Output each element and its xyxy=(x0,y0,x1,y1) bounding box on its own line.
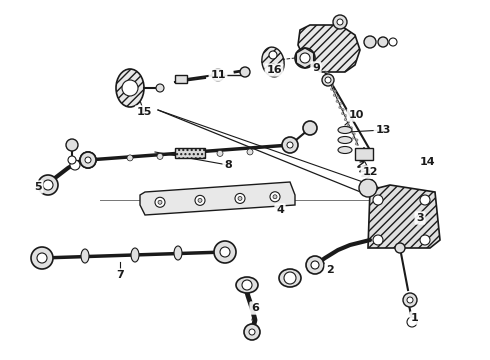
Circle shape xyxy=(220,247,230,257)
Circle shape xyxy=(238,197,242,201)
Bar xyxy=(175,148,205,158)
Circle shape xyxy=(235,193,245,203)
Circle shape xyxy=(217,150,223,156)
Circle shape xyxy=(198,198,202,202)
Circle shape xyxy=(157,153,163,159)
Ellipse shape xyxy=(262,47,284,77)
Circle shape xyxy=(38,175,58,195)
Text: 10: 10 xyxy=(348,110,364,120)
Text: 15: 15 xyxy=(136,107,152,117)
Circle shape xyxy=(155,197,165,207)
Circle shape xyxy=(127,155,133,161)
Circle shape xyxy=(249,329,255,335)
Circle shape xyxy=(31,247,53,269)
Text: 4: 4 xyxy=(276,205,284,215)
Polygon shape xyxy=(140,182,295,215)
Circle shape xyxy=(373,195,383,205)
Circle shape xyxy=(378,37,388,47)
Circle shape xyxy=(311,261,319,269)
Circle shape xyxy=(37,253,47,263)
Ellipse shape xyxy=(116,69,144,107)
Text: 9: 9 xyxy=(312,63,320,73)
Circle shape xyxy=(364,36,376,48)
Circle shape xyxy=(80,152,96,168)
Text: 6: 6 xyxy=(251,303,259,313)
Circle shape xyxy=(359,179,377,197)
Circle shape xyxy=(337,19,343,25)
Circle shape xyxy=(403,293,417,307)
Text: 14: 14 xyxy=(419,157,435,167)
Circle shape xyxy=(300,53,310,63)
Text: 2: 2 xyxy=(326,265,334,275)
Circle shape xyxy=(43,180,53,190)
Circle shape xyxy=(80,152,96,168)
Ellipse shape xyxy=(131,248,139,262)
Ellipse shape xyxy=(338,147,352,153)
Circle shape xyxy=(306,256,324,274)
Ellipse shape xyxy=(236,277,258,293)
Circle shape xyxy=(420,235,430,245)
Bar xyxy=(355,148,373,160)
Circle shape xyxy=(214,241,236,263)
Circle shape xyxy=(295,48,315,68)
Text: 13: 13 xyxy=(375,125,391,135)
Text: 12: 12 xyxy=(362,167,378,177)
Text: 11: 11 xyxy=(210,70,226,80)
Circle shape xyxy=(284,272,296,284)
Circle shape xyxy=(373,235,383,245)
Circle shape xyxy=(158,200,162,204)
Circle shape xyxy=(269,64,277,72)
Bar xyxy=(175,148,205,158)
Circle shape xyxy=(122,80,138,96)
Text: 3: 3 xyxy=(416,213,424,223)
Circle shape xyxy=(270,192,280,202)
Circle shape xyxy=(420,195,430,205)
Polygon shape xyxy=(298,25,360,72)
Circle shape xyxy=(333,15,347,29)
Circle shape xyxy=(70,160,80,170)
Circle shape xyxy=(244,324,260,340)
Text: 8: 8 xyxy=(224,160,232,170)
Ellipse shape xyxy=(279,269,301,287)
Circle shape xyxy=(407,297,413,303)
Circle shape xyxy=(240,67,250,77)
Text: 7: 7 xyxy=(116,270,124,280)
Circle shape xyxy=(395,243,405,253)
Ellipse shape xyxy=(174,246,182,260)
Circle shape xyxy=(242,280,252,290)
Circle shape xyxy=(282,137,298,153)
Circle shape xyxy=(287,142,293,148)
Text: 5: 5 xyxy=(34,182,42,192)
Circle shape xyxy=(68,156,76,164)
Circle shape xyxy=(85,157,91,163)
Circle shape xyxy=(187,152,193,158)
Bar xyxy=(175,75,187,83)
Circle shape xyxy=(66,139,78,151)
Circle shape xyxy=(322,74,334,86)
Text: 16: 16 xyxy=(266,65,282,75)
Circle shape xyxy=(389,38,397,46)
Ellipse shape xyxy=(81,249,89,263)
Circle shape xyxy=(195,195,205,205)
Circle shape xyxy=(269,51,277,59)
Circle shape xyxy=(247,149,253,155)
Circle shape xyxy=(407,317,417,327)
Circle shape xyxy=(325,77,331,83)
Text: 1: 1 xyxy=(411,313,419,323)
Circle shape xyxy=(273,195,277,199)
Circle shape xyxy=(156,84,164,92)
Circle shape xyxy=(212,69,224,81)
Polygon shape xyxy=(368,185,440,248)
Circle shape xyxy=(303,121,317,135)
Ellipse shape xyxy=(338,126,352,134)
Ellipse shape xyxy=(338,136,352,144)
